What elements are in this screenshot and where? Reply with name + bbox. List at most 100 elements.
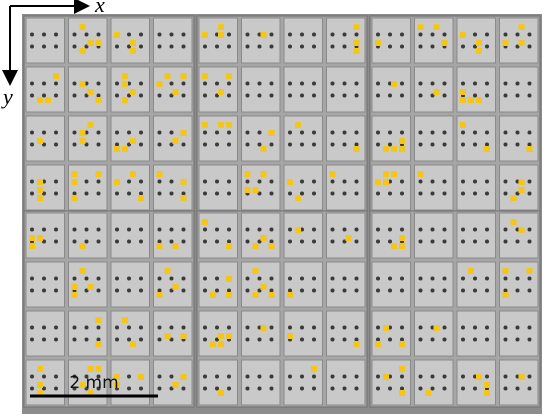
electrode-dot: [503, 179, 508, 184]
electrode-dot: [72, 239, 77, 244]
yellow-marker: [156, 171, 163, 177]
electrode-dot: [376, 288, 380, 293]
electrode-dot: [354, 276, 359, 281]
electrode-dot: [527, 44, 532, 49]
electrode-dot: [312, 130, 316, 135]
electrode-dot: [30, 374, 34, 379]
electrode-dot: [169, 179, 174, 184]
electrode-dot: [418, 93, 423, 98]
electrode-dot: [418, 288, 423, 293]
electrode-dot: [72, 191, 77, 196]
electrode-dot: [215, 191, 219, 196]
electrode-dot: [269, 44, 274, 49]
yellow-marker: [476, 48, 482, 54]
electrode-dot: [485, 142, 489, 147]
electrode-dot: [42, 32, 46, 37]
yellow-marker: [484, 390, 490, 396]
electrode-dot: [418, 130, 423, 135]
electrode-dot: [288, 130, 292, 135]
electrode-dot: [388, 288, 392, 293]
electrode-dot: [127, 276, 131, 281]
electrode-dot: [342, 130, 347, 135]
electrode-dot: [473, 93, 477, 98]
electrode-dot: [300, 191, 304, 196]
electrode-dot: [30, 179, 34, 184]
chip-cell: [25, 115, 65, 162]
electrode-dot: [54, 239, 58, 244]
electrode-dot: [227, 130, 231, 135]
electrode-dot: [127, 227, 131, 232]
chip-cell: [110, 212, 150, 259]
chip-cell: [326, 310, 366, 357]
yellow-marker: [122, 146, 128, 152]
electrode-dot: [54, 386, 58, 391]
yellow-marker: [95, 97, 102, 103]
electrode-dot: [442, 179, 447, 184]
electrode-dot: [418, 179, 423, 184]
electrode-dot: [127, 288, 131, 293]
electrode-dot: [257, 44, 262, 49]
chip-cell: [198, 359, 238, 406]
electrode-dot: [485, 276, 489, 281]
yellow-marker: [180, 179, 187, 185]
chip-cell: [241, 66, 281, 113]
yellow-marker: [79, 382, 86, 388]
electrode-dot: [203, 276, 207, 281]
electrode-dot: [288, 44, 292, 49]
yellow-marker: [399, 366, 405, 372]
electrode-dot: [376, 374, 380, 379]
electrode-dot: [96, 288, 101, 293]
electrode-dot: [342, 276, 347, 281]
electrode-dot: [139, 130, 143, 135]
electrode-dot: [330, 276, 335, 281]
electrode-dot: [376, 81, 380, 86]
electrode-dot: [503, 325, 508, 330]
electrode-dot: [227, 81, 231, 86]
yellow-marker: [260, 235, 267, 241]
electrode-dot: [54, 227, 58, 232]
electrode-dot: [115, 191, 119, 196]
electrode-dot: [527, 142, 532, 147]
yellow-marker: [218, 122, 224, 128]
electrode-dot: [181, 288, 186, 293]
yellow-marker: [476, 40, 482, 46]
electrode-dot: [342, 81, 347, 86]
electrode-dot: [215, 374, 219, 379]
electrode-dot: [54, 93, 58, 98]
electrode-dot: [442, 81, 447, 86]
electrode-dot: [418, 81, 423, 86]
electrode-dot: [257, 130, 262, 135]
electrode-dot: [400, 337, 404, 342]
yellow-marker: [244, 187, 251, 193]
yellow-marker: [399, 235, 405, 241]
electrode-dot: [515, 239, 520, 244]
electrode-dot: [245, 130, 250, 135]
electrode-dot: [330, 93, 335, 98]
yellow-marker: [375, 341, 381, 347]
electrode-dot: [245, 325, 250, 330]
electrode-dot: [354, 374, 359, 379]
chip-cell: [241, 115, 281, 162]
yellow-marker: [114, 146, 120, 152]
yellow-marker: [476, 97, 482, 103]
electrode-dot: [485, 288, 489, 293]
yellow-marker: [353, 40, 360, 46]
electrode-dot: [461, 337, 465, 342]
electrode-dot: [527, 288, 532, 293]
yellow-marker: [399, 146, 405, 152]
electrode-dot: [72, 276, 77, 281]
chip-cell: [499, 66, 539, 113]
yellow-marker: [180, 333, 187, 339]
electrode-dot: [503, 227, 508, 232]
electrode-dot: [96, 81, 101, 86]
chip-cell: [414, 310, 454, 357]
electrode-dot: [245, 227, 250, 232]
electrode-dot: [269, 191, 274, 196]
chip-cell: [326, 359, 366, 406]
electrode-dot: [257, 179, 262, 184]
electrode-dot: [96, 337, 101, 342]
electrode-dot: [388, 276, 392, 281]
yellow-marker: [252, 292, 259, 298]
electrode-dot: [30, 81, 34, 86]
electrode-dot: [42, 227, 46, 232]
